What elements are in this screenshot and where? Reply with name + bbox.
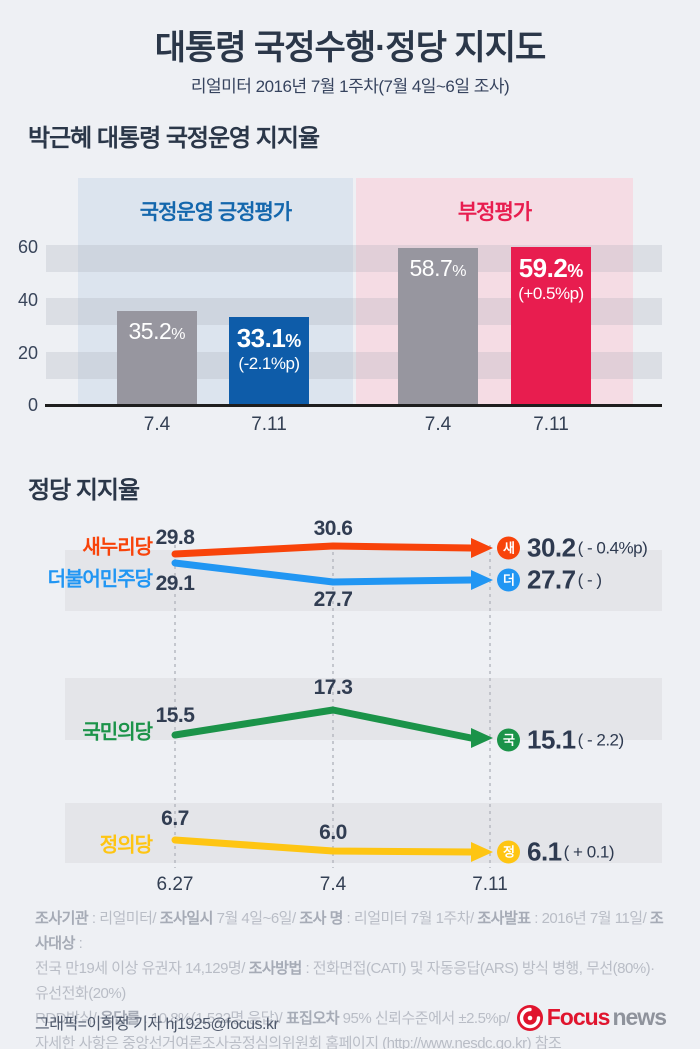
focusnews-swirl-icon (516, 1004, 543, 1031)
bar-value-label: 59.2% (+0.5%p) (511, 247, 591, 303)
result-minjoo: 더 27.7 ( - ) (497, 565, 602, 596)
result-justice: 정 6.1 ( + 0.1) (497, 836, 615, 868)
party-label-justice: 정의당 (99, 834, 153, 857)
y-axis-tick-20: 20 (17, 343, 38, 363)
point-value-label: 27.7 (313, 588, 353, 611)
page-subtitle: 리얼미터 2016년 7월 1주차(7월 4일~6일 조사) (190, 77, 510, 96)
trend-line-1 (171, 559, 475, 586)
y-axis-tick-0: 0 (27, 395, 38, 415)
point-value-label: 29.1 (155, 572, 195, 595)
x-axis-tick: 7.11 (251, 414, 287, 435)
survey-note-line: 자세한 사항은 중앙선거여론조사공정심의위원회 홈페이지 (http://www… (35, 1035, 562, 1049)
result-value: 15.1 (527, 724, 576, 755)
bar-change-label: (-2.1%p) (238, 353, 300, 373)
bar-change-label: (+0.5%p) (518, 283, 584, 303)
survey-notes: 조사기관 : 리얼미터/ 조사일시 7월 4일~6일/ 조사 명 : 리얼미터 … (35, 906, 665, 1049)
bar-value-label: 58.7% (409, 255, 467, 281)
logo-text-news: news (612, 1004, 667, 1030)
x-axis-tick: 7.4 (319, 874, 347, 895)
justice-badge-icon: 정 (497, 840, 520, 864)
row-band (65, 678, 662, 740)
saenuri-badge-icon: 새 (497, 536, 520, 560)
survey-note-line: RDD방식/ 응답률 : 10.8%(1,522명 응답)/ 표집오차 95% … (35, 1010, 510, 1027)
x-axis-tick: 7.11 (472, 874, 508, 895)
negative-panel-title: 부정평가 (457, 201, 532, 224)
byline: 그래픽=이희정 기자 hj1925@focus.kr (35, 1016, 279, 1033)
arrowhead-icon (471, 538, 493, 558)
bar-value-label: 33.1% (-2.1%p) (229, 317, 309, 373)
y-axis-tick-60: 60 (17, 237, 38, 257)
point-value-label: 29.8 (155, 526, 195, 549)
bar-value-label: 35.2% (128, 318, 186, 344)
result-change: ( - 2.2) (577, 730, 625, 749)
x-axis-tick: 6.27 (156, 874, 194, 895)
x-axis-tick: 7.11 (533, 414, 569, 435)
arrowhead-icon (471, 842, 493, 862)
trend-line-3 (171, 836, 475, 856)
result-change: ( - ) (577, 570, 602, 589)
focusnews-logo: Focus news (516, 1004, 667, 1031)
point-value-label: 30.6 (313, 517, 353, 540)
page-title: 대통령 국정수행·정당 지지도 (154, 29, 547, 67)
result-value: 6.1 (527, 836, 562, 867)
result-saenuri: 새 30.2 ( - 0.4%p) (497, 532, 648, 564)
arrowhead-icon (471, 728, 493, 748)
survey-note-line: 조사기관 : 리얼미터/ 조사일시 7월 4일~6일/ 조사 명 : 리얼미터 … (35, 910, 664, 952)
x-axis-tick: 7.4 (424, 414, 452, 435)
minjoo-badge-icon: 더 (497, 568, 520, 592)
approval-section-title: 박근혜 대통령 국정운영 지지율 (28, 125, 320, 152)
result-change: ( + 0.1) (563, 842, 615, 861)
x-axis-tick: 7.4 (143, 414, 171, 435)
survey-note-line: 전국 만19세 이상 유권자 14,129명/ 조사방법 : 전화면접(CATI… (35, 960, 655, 1002)
bar-positive-7-11: 33.1% (-2.1%p) (229, 317, 309, 405)
point-value-label: 6.7 (161, 807, 189, 830)
point-value-label: 15.5 (155, 704, 195, 727)
party-label-saenuri: 새누리당 (82, 536, 153, 559)
trend-line-2 (171, 706, 475, 742)
party-label-kukmin: 국민의당 (82, 721, 153, 744)
bar-negative-7-11: 59.2% (+0.5%p) (511, 247, 591, 405)
party-line-chart: 새누리당 더불어민주당 국민의당 정의당 새 30.2 ( - 0.4%p) 더… (0, 510, 700, 900)
result-value: 30.2 (527, 532, 576, 563)
approval-bar-chart: 국정운영 긍정평가 부정평가 60 40 20 0 35.2% 33.1% (-… (0, 160, 700, 450)
party-section-title: 정당 지지율 (28, 477, 140, 504)
point-value-label: 17.3 (313, 676, 353, 699)
party-lines-svg (171, 538, 493, 868)
kukmin-badge-icon: 국 (497, 728, 520, 752)
positive-panel-title: 국정운영 긍정평가 (139, 201, 292, 224)
bar-negative-7-4: 58.7% (398, 248, 478, 405)
party-label-minjoo: 더불어민주당 (47, 568, 153, 591)
trend-line-0 (171, 542, 475, 558)
arrowhead-icon (471, 570, 493, 590)
y-axis-tick-40: 40 (17, 290, 38, 310)
result-value: 27.7 (527, 564, 576, 595)
result-kukmin: 국 15.1 ( - 2.2) (497, 725, 624, 756)
bar-positive-7-4: 35.2% (117, 311, 197, 405)
point-value-label: 6.0 (319, 821, 347, 844)
result-change: ( - 0.4%p) (577, 538, 648, 557)
logo-text-focus: Focus (546, 1004, 611, 1030)
x-axis-line (45, 404, 662, 407)
